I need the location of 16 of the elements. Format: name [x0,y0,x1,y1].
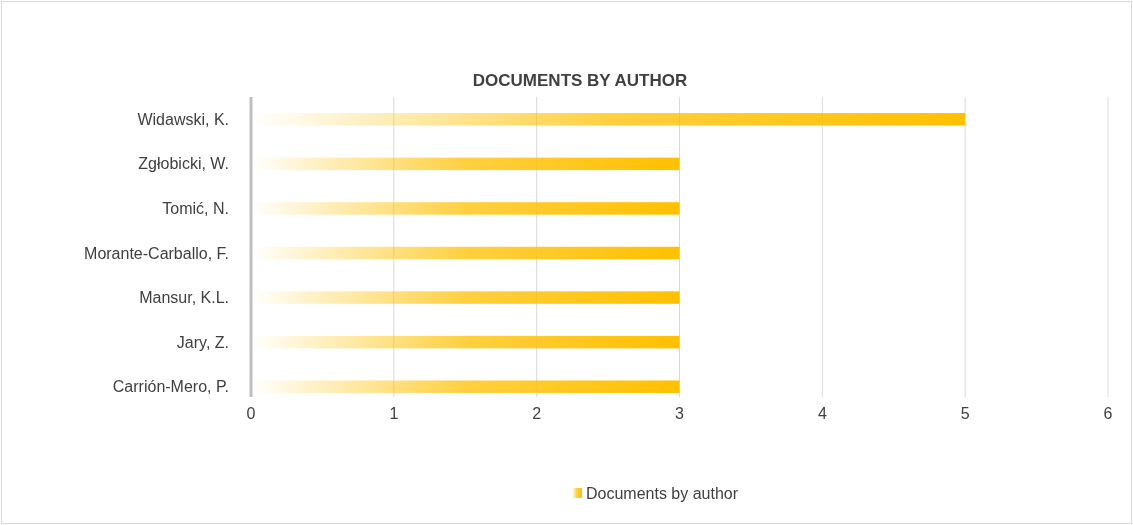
x-tick-label: 5 [960,405,970,422]
legend-label: Documents by author [586,484,739,502]
y-tick-label: Widawski, K. [137,110,229,128]
y-tick-label: Carrión-Mero, P. [112,378,229,396]
x-tick-label: 6 [1103,405,1113,422]
y-tick-label: Mansur, K.L. [139,289,229,307]
y-tick-label: Tomić, N. [162,200,229,218]
x-tick-label: 3 [675,405,685,422]
y-tick-label: Jary, Z. [176,333,229,351]
x-tick-label: 4 [817,405,827,422]
x-tick-label: 2 [532,405,542,422]
chart-title: DOCUMENTS BY AUTHOR [472,71,688,90]
x-tick-label: 0 [246,405,256,422]
y-tick-label: Morante-Carballo, F. [84,244,229,262]
y-tick-label: Zgłobicki, W. [138,155,229,173]
x-tick-label: 1 [389,405,399,422]
